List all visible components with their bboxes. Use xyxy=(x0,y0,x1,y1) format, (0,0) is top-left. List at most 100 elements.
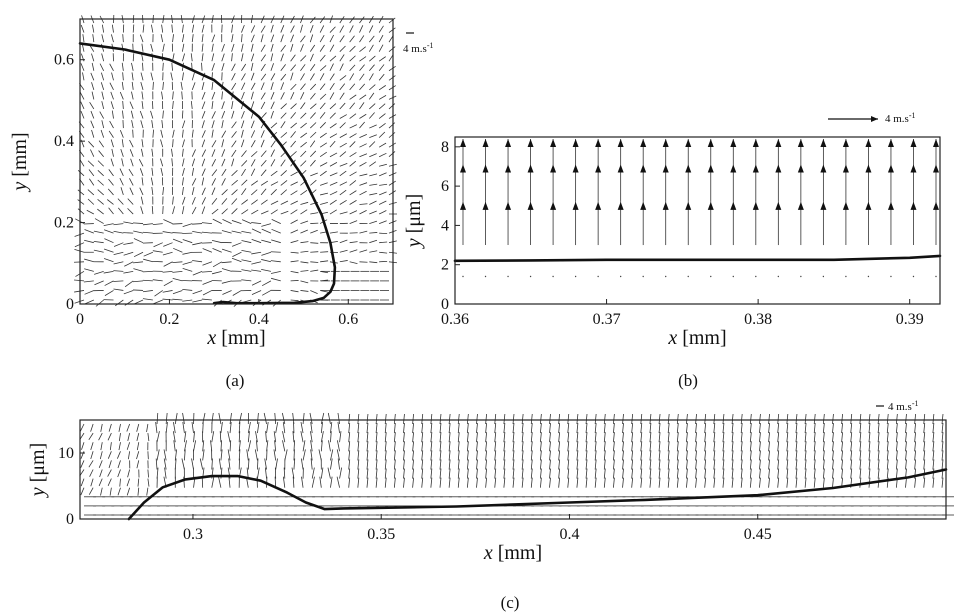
velocity-vector xyxy=(388,142,397,148)
velocity-vector xyxy=(319,112,326,119)
velocity-vector xyxy=(594,441,597,452)
velocity-vector xyxy=(603,459,606,470)
interface-curve xyxy=(78,42,337,305)
velocity-vector xyxy=(118,423,121,432)
velocity-vector xyxy=(329,152,338,158)
velocity-vector xyxy=(162,62,164,71)
velocity-vector xyxy=(124,280,134,288)
velocity-vector xyxy=(143,258,153,263)
velocity-vector xyxy=(231,131,237,138)
velocity-vector xyxy=(113,230,124,234)
velocity-vector xyxy=(339,467,343,479)
velocity-vector xyxy=(310,458,313,470)
velocity-vector xyxy=(384,468,387,479)
velocity-vector xyxy=(359,16,365,24)
velocity-vector xyxy=(88,141,95,148)
velocity-vector xyxy=(905,413,907,425)
velocity-vector xyxy=(603,450,606,461)
velocity-vector xyxy=(567,413,570,425)
velocity-vector xyxy=(160,167,164,176)
velocity-vector xyxy=(173,247,183,253)
velocity-vector xyxy=(941,477,944,488)
velocity-vector xyxy=(201,62,203,71)
velocity-vector xyxy=(403,477,405,488)
velocity-vector xyxy=(122,72,124,81)
velocity-vector xyxy=(359,173,368,177)
velocity-vector xyxy=(348,477,351,488)
velocity-vector xyxy=(221,268,232,272)
velocity-vector xyxy=(152,250,163,253)
velocity-vector xyxy=(241,240,252,244)
velocity-vector xyxy=(337,458,340,470)
velocity-vector xyxy=(366,432,369,443)
velocity-vector xyxy=(300,250,309,253)
velocity-vector xyxy=(274,476,277,488)
velocity-vector xyxy=(800,275,802,278)
velocity-vector xyxy=(740,432,743,443)
velocity-vector xyxy=(221,101,225,110)
velocity-vector xyxy=(330,476,333,488)
velocity-vector xyxy=(378,73,385,81)
y-tick-label: 6 xyxy=(441,178,449,195)
velocity-vector xyxy=(886,413,889,425)
velocity-arrowhead xyxy=(572,164,579,173)
velocity-vector xyxy=(300,201,309,205)
velocity-vector xyxy=(349,16,355,24)
velocity-vector xyxy=(98,460,103,468)
velocity-vector xyxy=(850,450,853,461)
velocity-vector xyxy=(686,450,688,461)
velocity-vector xyxy=(585,423,588,434)
velocity-vector xyxy=(388,27,396,33)
velocity-vector xyxy=(121,158,124,167)
velocity-vector xyxy=(270,159,276,167)
velocity-vector xyxy=(107,188,114,196)
velocity-vector xyxy=(172,91,174,100)
velocity-vector xyxy=(221,158,226,167)
velocity-vector xyxy=(369,210,377,215)
velocity-vector xyxy=(359,203,368,205)
velocity-vector xyxy=(300,112,307,119)
velocity-vector xyxy=(822,450,825,461)
velocity-vector xyxy=(260,44,266,52)
velocity-vector xyxy=(142,223,153,226)
velocity-vector xyxy=(290,219,298,224)
velocity-vector xyxy=(221,168,227,177)
velocity-vector xyxy=(448,432,451,443)
velocity-vector xyxy=(329,133,338,138)
velocity-vector xyxy=(722,450,725,461)
velocity-vector xyxy=(211,53,215,62)
velocity-vector xyxy=(759,432,761,443)
velocity-vector xyxy=(622,477,624,488)
velocity-vector xyxy=(622,423,624,434)
velocity-vector xyxy=(156,449,160,461)
velocity-vector xyxy=(271,239,281,244)
velocity-vector xyxy=(530,423,533,434)
velocity-vector xyxy=(89,469,94,477)
velocity-vector xyxy=(201,82,205,90)
velocity-arrowhead xyxy=(820,201,827,210)
velocity-vector xyxy=(211,169,218,177)
velocity-vector xyxy=(722,477,725,488)
velocity-vector xyxy=(494,441,497,452)
velocity-vector xyxy=(319,25,325,33)
velocity-vector xyxy=(231,208,238,215)
velocity-vector xyxy=(300,422,304,434)
velocity-vector xyxy=(162,81,164,90)
velocity-vector xyxy=(241,160,248,167)
velocity-vector xyxy=(241,199,249,205)
velocity-vector xyxy=(357,413,360,425)
velocity-vector xyxy=(109,487,112,496)
velocity-vector xyxy=(142,62,144,71)
velocity-vector xyxy=(868,468,871,479)
velocity-vector xyxy=(421,477,424,488)
velocity-vector xyxy=(260,25,266,33)
velocity-vector xyxy=(576,441,579,452)
velocity-vector xyxy=(330,449,334,461)
velocity-vector xyxy=(339,75,347,81)
velocity-vector xyxy=(127,469,131,478)
velocity-vector xyxy=(512,413,515,425)
velocity-vector xyxy=(622,432,624,443)
velocity-vector xyxy=(357,459,360,470)
velocity-vector xyxy=(132,24,135,33)
velocity-arrowhead xyxy=(482,201,489,210)
